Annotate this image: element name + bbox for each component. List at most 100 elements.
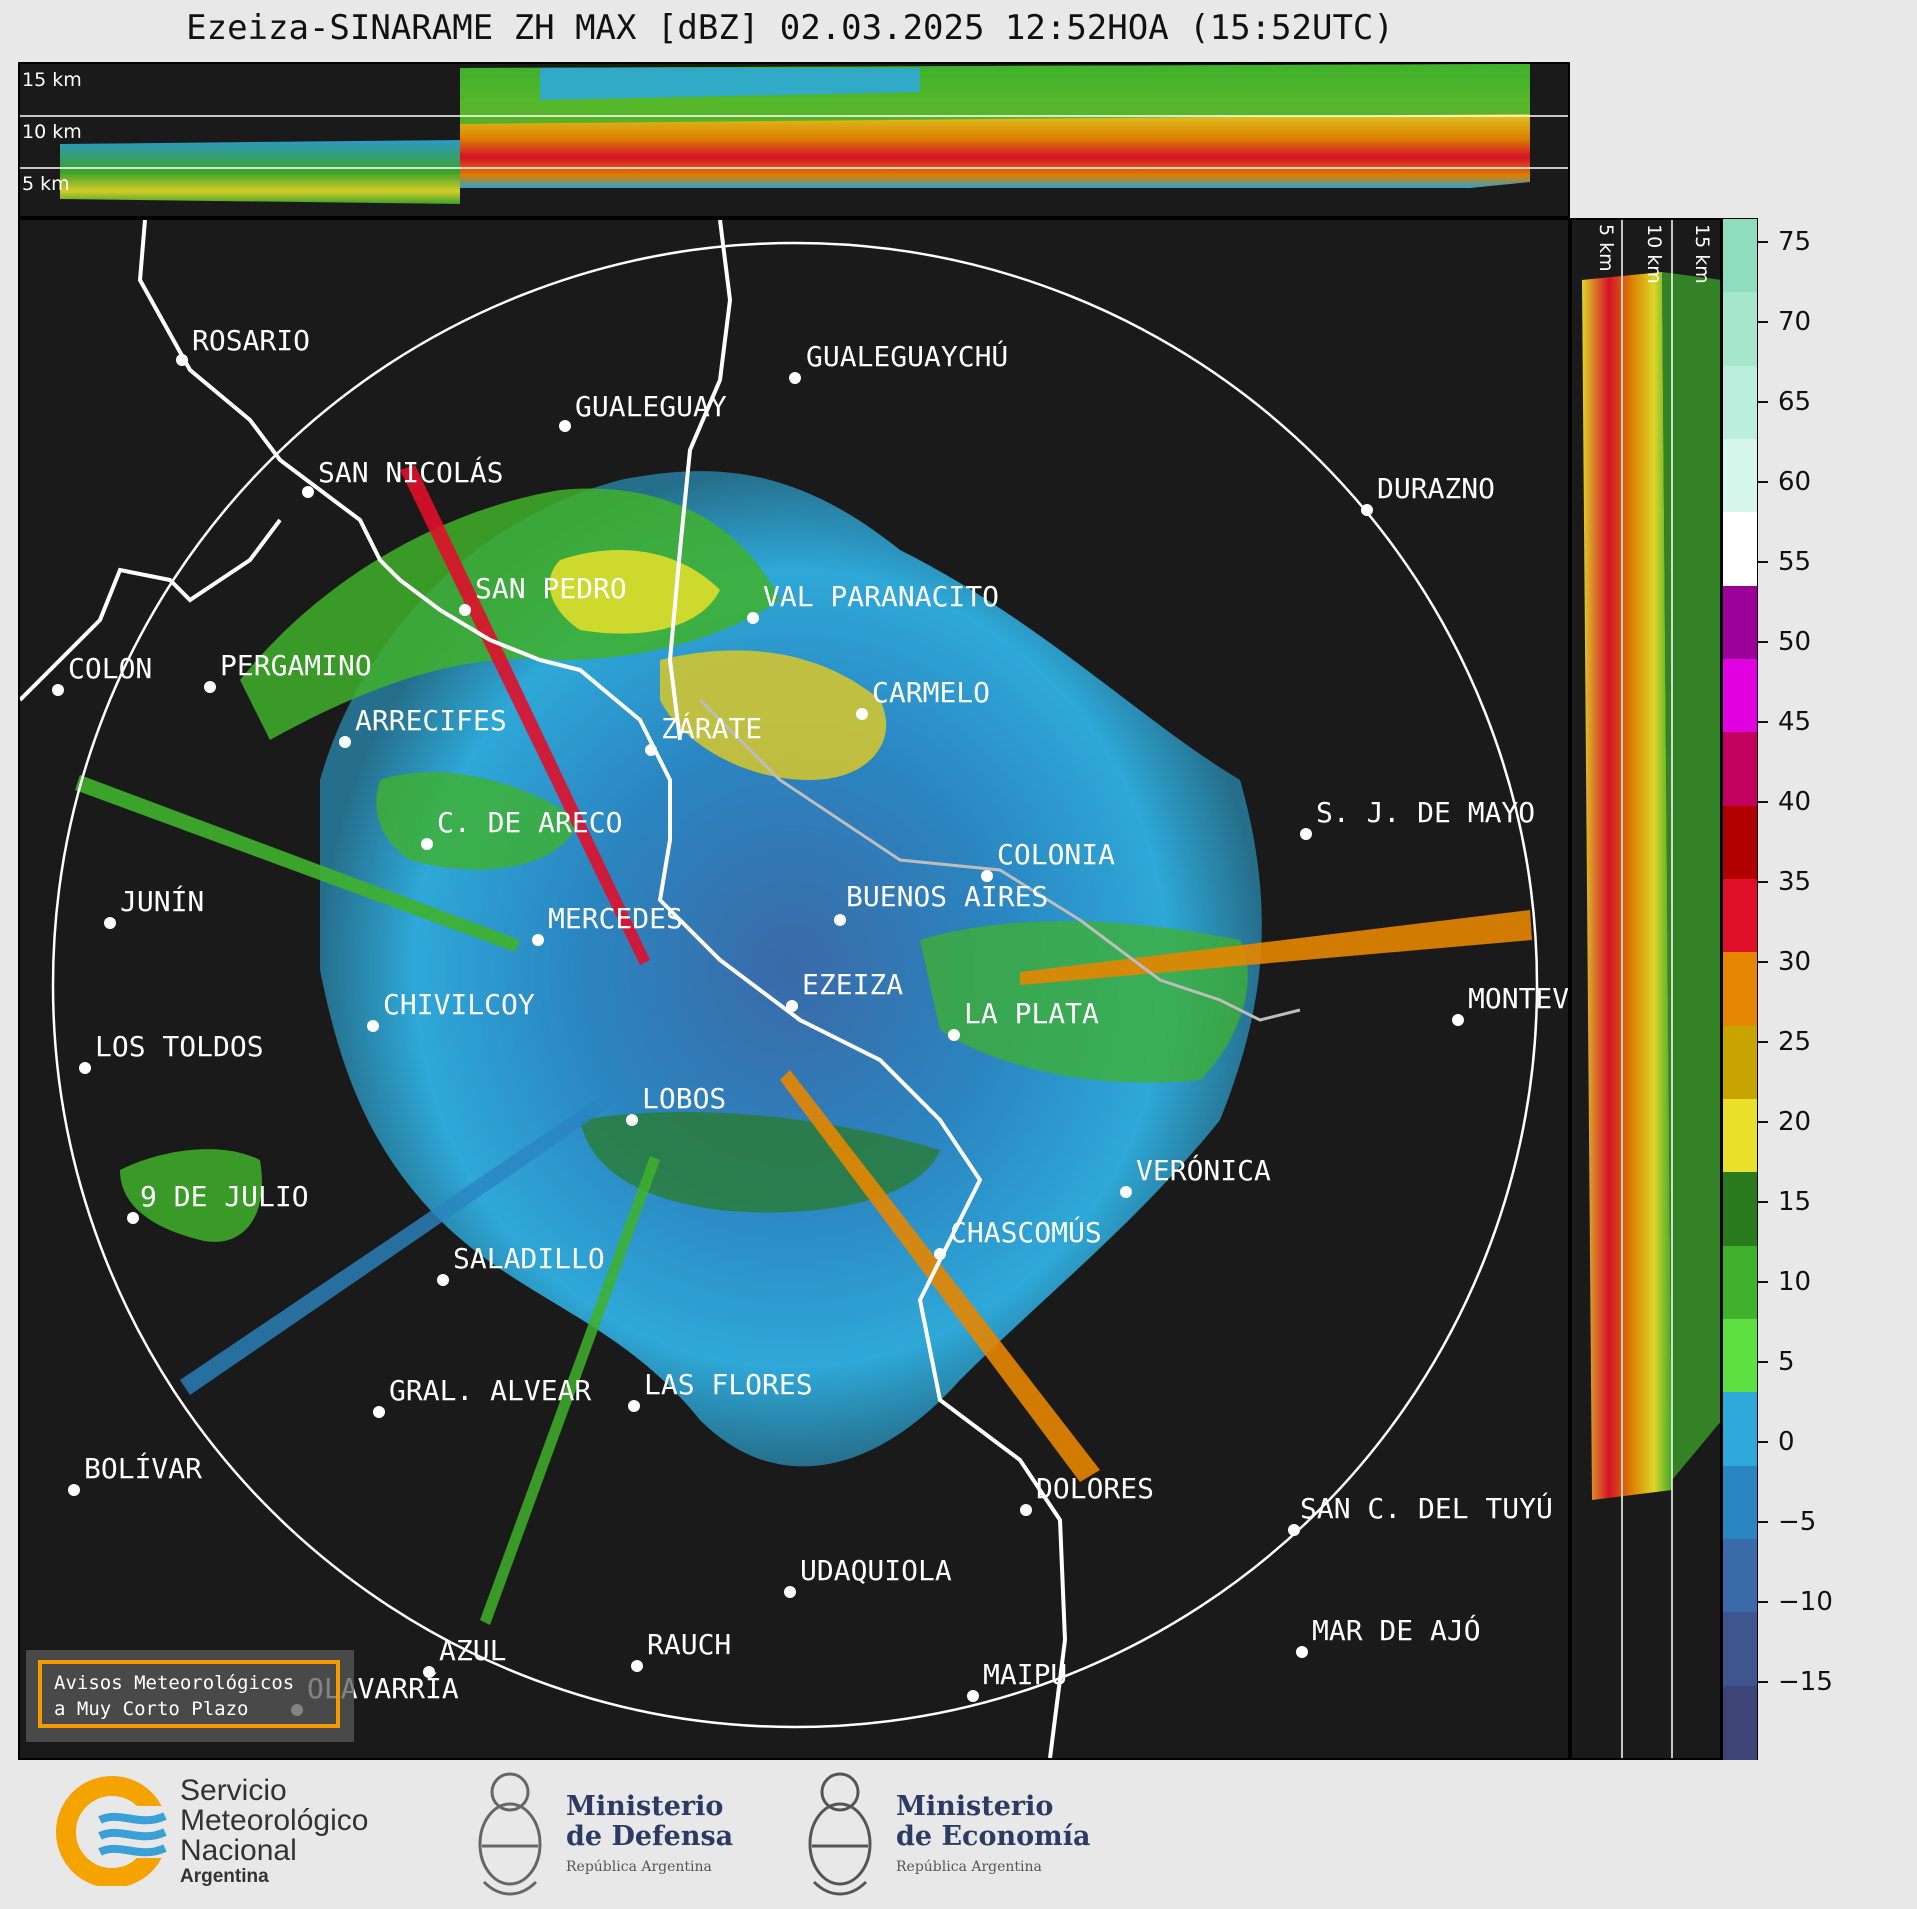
city-label-buenos-aires: BUENOS AIRES bbox=[846, 880, 1048, 913]
city-label-veronica: VERÓNICA bbox=[1136, 1153, 1271, 1187]
notice-box[interactable]: Avisos Meteorológicos a Muy Corto Plazo bbox=[26, 1650, 354, 1742]
city-label-9-de-julio: 9 DE JULIO bbox=[140, 1180, 309, 1213]
colorbar-segment bbox=[1723, 219, 1757, 294]
city-label-los-toldos: LOS TOLDOS bbox=[95, 1030, 264, 1063]
colorbar-segment bbox=[1723, 439, 1757, 514]
side-label-15km: 15 km bbox=[1691, 224, 1713, 284]
echo-blue-main bbox=[320, 471, 1262, 1467]
smn-logo: Servicio Meteorológico Nacional Argentin… bbox=[50, 1776, 410, 1887]
notice-line2: a Muy Corto Plazo bbox=[54, 1698, 249, 1720]
city-dot-junin bbox=[104, 917, 116, 929]
city-dot-veronica bbox=[1120, 1186, 1132, 1198]
city-label-mar-de-ajo: MAR DE AJÓ bbox=[1312, 1613, 1481, 1647]
city-dot-buenos-aires bbox=[834, 914, 846, 926]
colorbar-segment bbox=[1723, 659, 1757, 734]
top-echo-upper-blue bbox=[540, 68, 920, 100]
defensa-line2: de Defensa bbox=[566, 1821, 734, 1852]
echo-9dejulio bbox=[120, 1149, 262, 1242]
city-dot-9-de-julio bbox=[127, 1212, 139, 1224]
smn-line4: Argentina bbox=[180, 1866, 269, 1887]
city-label-saladillo: SALADILLO bbox=[453, 1242, 605, 1275]
colorbar-tick-label: −5 bbox=[1778, 1507, 1817, 1537]
city-dot-azul bbox=[423, 1666, 435, 1678]
defensa-logo: Ministerio de Defensa República Argentin… bbox=[470, 1762, 750, 1902]
colorbar-tick-mark bbox=[1758, 1601, 1768, 1603]
reflectivity-field bbox=[75, 465, 1532, 1625]
city-label-sj-de-mayo: S. J. DE MAYO bbox=[1316, 796, 1535, 829]
city-dot-rauch bbox=[631, 1660, 643, 1672]
city-dot-udaquiola bbox=[784, 1586, 796, 1598]
echo-green-north bbox=[240, 488, 780, 740]
colorbar-tick-label: 15 bbox=[1778, 1187, 1812, 1217]
colorbar-segment bbox=[1723, 365, 1757, 440]
radar-map[interactable]: ROSARIO GUALEGUAYCHÚ GUALEGUAY SAN NICOL… bbox=[18, 218, 1570, 1760]
top-label-15km: 15 km bbox=[22, 69, 82, 91]
radar-title: Ezeiza-SINARAME ZH MAX [dBZ] 02.03.2025 … bbox=[186, 8, 1394, 48]
colorbar-tick-mark bbox=[1758, 801, 1768, 803]
economia-line2: de Economía bbox=[896, 1821, 1091, 1852]
city-label-las-flores: LAS FLORES bbox=[644, 1368, 813, 1401]
colorbar-segment bbox=[1723, 1612, 1757, 1687]
colorbar-tick-mark bbox=[1758, 1041, 1768, 1043]
defensa-line1: Ministerio bbox=[566, 1791, 724, 1822]
colorbar-segment bbox=[1723, 1319, 1757, 1394]
side-label-10km: 10 km bbox=[1643, 224, 1665, 284]
range-ring bbox=[51, 241, 1539, 1729]
echo-yellow-carmelo bbox=[660, 650, 887, 780]
colorbar-tick-label: 60 bbox=[1778, 467, 1812, 497]
side-label-5km: 5 km bbox=[1595, 224, 1617, 272]
city-label-san-pedro: SAN PEDRO bbox=[475, 572, 627, 605]
city-label-bolivar: BOLÍVAR bbox=[84, 1451, 202, 1485]
city-label-chivilcoy: CHIVILCOY bbox=[383, 988, 535, 1021]
city-label-arrecifes: ARRECIFES bbox=[355, 704, 507, 737]
side-echo-main bbox=[1582, 272, 1672, 1500]
top-label-5km: 5 km bbox=[22, 173, 70, 195]
colorbar-segment bbox=[1723, 1685, 1757, 1760]
city-dot-val-paranacito bbox=[747, 612, 759, 624]
city-dot-las-flores bbox=[628, 1400, 640, 1412]
echo-ray-w bbox=[75, 775, 520, 952]
smn-emblem-icon bbox=[56, 1776, 180, 1886]
city-dot-ezeiza bbox=[786, 1000, 798, 1012]
city-dot-mar-de-ajo bbox=[1296, 1646, 1308, 1658]
colorbar-tick-label: 75 bbox=[1778, 227, 1812, 257]
top-profile-svg: 15 km 10 km 5 km bbox=[20, 64, 1568, 204]
colorbar-tick-mark bbox=[1758, 241, 1768, 243]
colorbar-segment bbox=[1723, 1539, 1757, 1614]
colorbar-segment bbox=[1723, 732, 1757, 807]
colorbar-tick-mark bbox=[1758, 1121, 1768, 1123]
city-dot-sj-de-mayo bbox=[1300, 828, 1312, 840]
city-label-san-c-del-tuyu: SAN C. DEL TUYÚ bbox=[1300, 1491, 1553, 1525]
colorbar-tick-label: 10 bbox=[1778, 1267, 1812, 1297]
colorbar-tick-mark bbox=[1758, 1441, 1768, 1443]
city-label-azul: AZUL bbox=[439, 1634, 506, 1667]
colorbar-tick-label: 0 bbox=[1778, 1427, 1795, 1457]
city-label-zarate: ZÁRATE bbox=[661, 711, 762, 745]
city-label-c-de-areco: C. DE ARECO bbox=[437, 806, 622, 839]
city-label-dolores: DOLORES bbox=[1036, 1472, 1154, 1505]
city-label-colonia: COLONIA bbox=[997, 838, 1115, 871]
city-dot-pergamino bbox=[204, 681, 216, 693]
echo-ray-s bbox=[480, 1156, 660, 1625]
city-dot-gualeguaychu bbox=[789, 372, 801, 384]
economia-line3: República Argentina bbox=[896, 1859, 1042, 1875]
colorbar-tick-label: 70 bbox=[1778, 307, 1812, 337]
colorbar-segment bbox=[1723, 585, 1757, 660]
echo-ray-e bbox=[1020, 910, 1532, 985]
city-dot-chascomus bbox=[934, 1248, 946, 1260]
city-label-gualeguaychu: GUALEGUAYCHÚ bbox=[806, 339, 1008, 373]
colorbar-tick-label: 40 bbox=[1778, 787, 1812, 817]
colorbar-segment bbox=[1723, 1392, 1757, 1467]
colorbar-tick-label: 25 bbox=[1778, 1027, 1812, 1057]
colorbar-tick-label: 35 bbox=[1778, 867, 1812, 897]
side-profile-svg: 5 km 10 km 15 km bbox=[1582, 220, 1720, 1758]
echo-ray-nw bbox=[400, 465, 650, 965]
colorbar-segment bbox=[1723, 1245, 1757, 1320]
side-height-profile: 5 km 10 km 15 km bbox=[1570, 218, 1722, 1760]
city-label-pergamino: PERGAMINO bbox=[220, 649, 372, 682]
colorbar-tick-mark bbox=[1758, 1281, 1768, 1283]
city-dot-durazno bbox=[1361, 504, 1373, 516]
city-label-montevideo: MONTEV bbox=[1468, 982, 1568, 1015]
defensa-coat-of-arms-icon bbox=[478, 1772, 542, 1896]
city-label-colon: COLON bbox=[68, 652, 152, 685]
